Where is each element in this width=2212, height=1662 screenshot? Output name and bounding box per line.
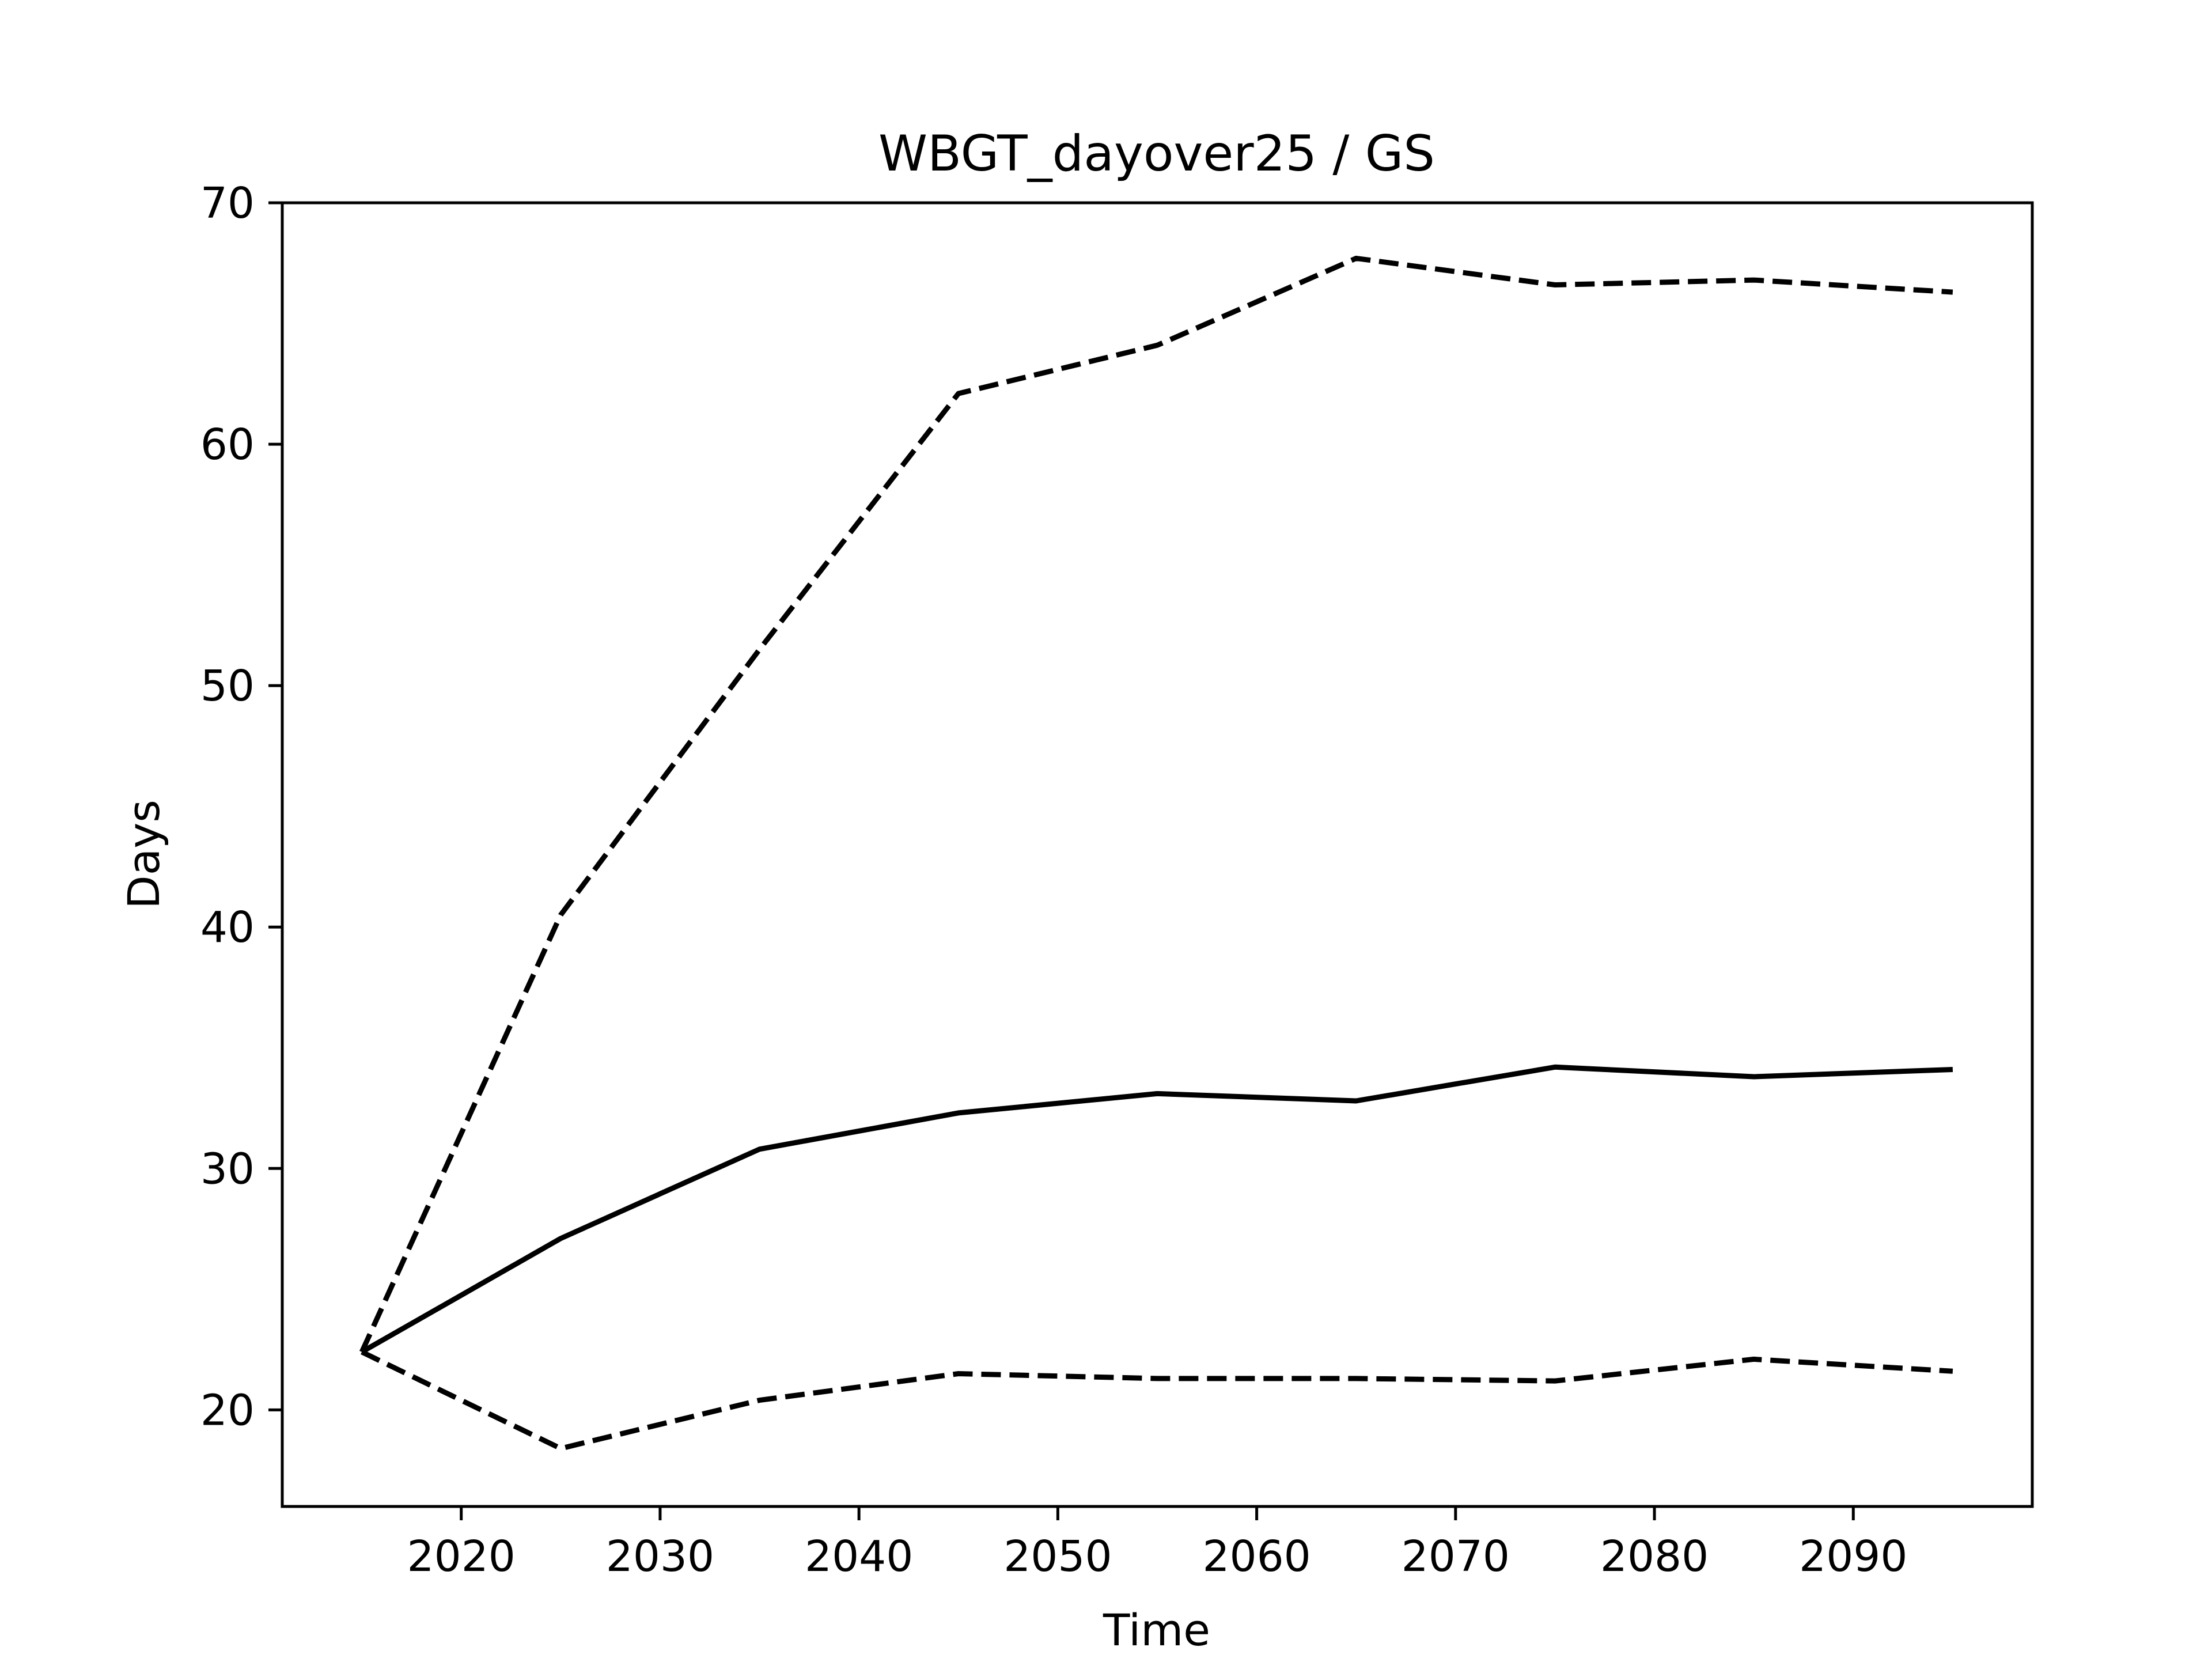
series-layer [359,255,1953,1451]
y-axis-label: Days [118,800,169,909]
chart-title: WBGT_dayover25 / GS [878,125,1435,183]
y-tick-label: 60 [200,420,255,470]
x-tick-label: 2020 [407,1532,516,1581]
x-tick-label: 2030 [606,1532,714,1581]
y-tick-label: 20 [200,1385,255,1435]
x-tick-label: 2090 [1799,1532,1907,1581]
x-axis: 2020 2030 2040 2050 2060 2070 2080 2090 [407,1506,1907,1581]
lower-bound-line [361,1349,1953,1451]
x-axis-label: Time [1103,1604,1210,1656]
y-tick-label: 70 [200,179,255,228]
x-tick-label: 2080 [1600,1532,1709,1581]
y-tick-label: 50 [200,661,255,711]
y-tick-label: 30 [200,1144,255,1194]
x-tick-label: 2070 [1402,1532,1510,1581]
y-axis: 20 30 40 50 60 70 [200,179,282,1435]
upper-bound-line [359,255,1953,1353]
x-tick-label: 2060 [1202,1532,1310,1581]
y-tick-label: 40 [200,903,255,952]
x-tick-label: 2040 [805,1532,913,1581]
plot-frame [281,201,2034,1508]
x-tick-label: 2050 [1003,1532,1112,1581]
median-line [360,1064,1953,1354]
